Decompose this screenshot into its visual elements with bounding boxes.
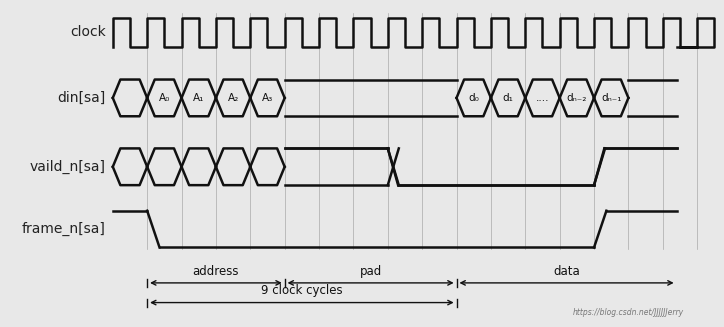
Text: frame_n[sa]: frame_n[sa] — [22, 222, 106, 236]
Text: dₙ₋₁: dₙ₋₁ — [601, 93, 621, 103]
Text: address: address — [193, 265, 239, 278]
Text: clock: clock — [70, 25, 106, 39]
Text: https://blog.csdn.net/JJJJJJerry: https://blog.csdn.net/JJJJJJerry — [572, 308, 683, 317]
Text: d₁: d₁ — [502, 93, 513, 103]
Text: A₀: A₀ — [159, 93, 170, 103]
Text: A₁: A₁ — [193, 93, 204, 103]
Text: vaild_n[sa]: vaild_n[sa] — [30, 160, 106, 174]
Text: dₙ₋₂: dₙ₋₂ — [567, 93, 587, 103]
Text: d₀: d₀ — [468, 93, 479, 103]
Text: ....: .... — [536, 93, 550, 103]
Text: pad: pad — [360, 265, 382, 278]
Text: A₂: A₂ — [227, 93, 239, 103]
Text: A₃: A₃ — [262, 93, 273, 103]
Text: din[sa]: din[sa] — [58, 91, 106, 105]
Text: 9 clock cycles: 9 clock cycles — [261, 284, 342, 297]
Text: data: data — [553, 265, 580, 278]
